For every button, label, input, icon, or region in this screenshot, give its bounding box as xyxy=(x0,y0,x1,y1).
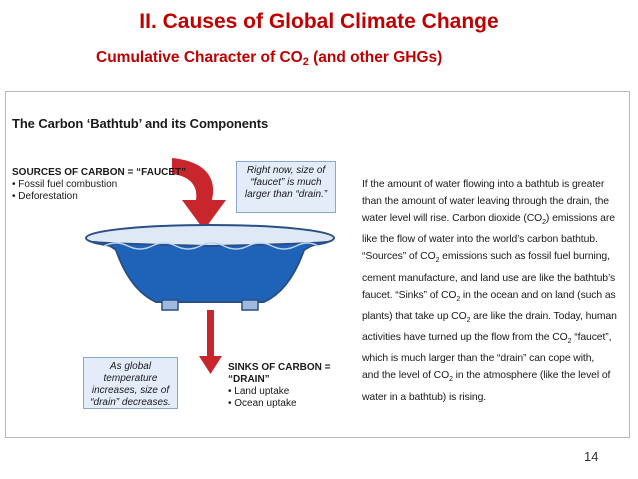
paragraph-line: “Sources” of CO2 emissions such as fossi… xyxy=(362,248,624,269)
sources-item: Deforestation xyxy=(12,191,192,203)
co2-subscript: 2 xyxy=(435,257,440,265)
subtitle-text-end: (and other GHGs) xyxy=(308,49,443,66)
sources-block: SOURCES OF CARBON = “FAUCET” Fossil fuel… xyxy=(12,167,192,203)
sinks-heading: SINKS OF CARBON = “DRAIN” xyxy=(228,362,331,385)
water-waves xyxy=(103,242,319,250)
paragraph-line: If the amount of water flowing into a ba… xyxy=(362,179,605,190)
callout-drain: As global temperature increases, size of… xyxy=(83,357,178,409)
text-run: in the atmosphere (like the level of xyxy=(452,370,611,382)
callout-faucet: Right now, size of “faucet” is much larg… xyxy=(236,161,336,213)
slide-subtitle: Cumulative Character of CO2 (and other G… xyxy=(96,49,442,68)
co2-subscript: 2 xyxy=(456,295,461,303)
explanation-paragraph: If the amount of water flowing into a ba… xyxy=(362,176,624,406)
text-run: in the ocean and on land (such as xyxy=(460,289,616,301)
text-run: activities have turned up the flow from … xyxy=(362,332,568,344)
text-run: emissions such as fossil fuel burning, xyxy=(439,251,610,263)
paragraph-line: like the flow of water into the world’s … xyxy=(362,234,598,246)
paragraph-line: water level will rise. Carbon dioxide (C… xyxy=(362,210,624,231)
sinks-item: Land uptake xyxy=(228,386,368,398)
paragraph-line: faucet. “Sinks” of CO2 in the ocean and … xyxy=(362,287,624,308)
co2-subscript: 2 xyxy=(466,316,471,324)
subtitle-text: Cumulative Character of CO xyxy=(96,49,303,66)
tub-foot-right xyxy=(241,299,259,311)
co2-subscript: 2 xyxy=(542,219,546,227)
sinks-item: Ocean uptake xyxy=(228,398,368,410)
sources-item: Fossil fuel combustion xyxy=(12,179,192,191)
paragraph-line: and the level of CO2 in the atmosphere (… xyxy=(362,367,624,388)
text-run: “faucet”, xyxy=(571,332,612,344)
callout-line: Right now, size of xyxy=(246,165,326,176)
paragraph-line: which is much larger than the “drain” ca… xyxy=(362,353,595,365)
text-run: water level will rise. Carbon dioxide (C… xyxy=(362,213,543,225)
paragraph-line: than the amount of water leaving through… xyxy=(362,196,609,208)
callout-line: As global temperature xyxy=(103,361,158,384)
callout-line: larger than “drain.” xyxy=(244,189,328,200)
text-run: and the level of CO xyxy=(362,370,450,382)
co2-subscript: 2 xyxy=(449,376,453,384)
callout-line: “faucet” is much xyxy=(250,177,322,188)
paragraph-line: plants) that take up CO2 are like the dr… xyxy=(362,308,624,329)
sinks-block: SINKS OF CARBON = “DRAIN” Land uptake Oc… xyxy=(228,362,368,410)
drain-arrow-head xyxy=(199,356,222,374)
paragraph-line: activities have turned up the flow from … xyxy=(362,329,624,350)
co2-subscript: 2 xyxy=(567,338,572,346)
text-run: faucet. “Sinks” of CO xyxy=(362,289,457,301)
subtitle-subscript: 2 xyxy=(302,56,309,68)
tub-foot-left xyxy=(161,299,179,311)
slide-title: II. Causes of Global Climate Change xyxy=(139,10,499,33)
text-run: ) emissions are xyxy=(545,213,615,225)
text-run: plants) that take up CO xyxy=(362,310,467,322)
figure-title: The Carbon ‘Bathtub’ and its Components xyxy=(12,116,269,131)
callout-line: increases, size of xyxy=(91,385,170,396)
paragraph-line: cement manufacture, and land use are lik… xyxy=(362,272,616,284)
sources-heading: SOURCES OF CARBON = “FAUCET” xyxy=(12,167,187,178)
paragraph-line: water in a bathtub) is rising. xyxy=(362,391,487,403)
faucet-arrow xyxy=(172,158,226,230)
page-number: 14 xyxy=(584,449,599,464)
text-run: “Sources” of CO xyxy=(362,251,436,263)
bathtub-illustration xyxy=(85,158,335,374)
water-body xyxy=(91,241,329,303)
bathtub-figure: The Carbon ‘Bathtub’ and its Components … xyxy=(5,91,630,438)
text-run: are like the drain. Today, human xyxy=(470,310,617,322)
drain-arrow-stem xyxy=(207,310,214,358)
callout-line: “drain” decreases. xyxy=(90,397,171,408)
